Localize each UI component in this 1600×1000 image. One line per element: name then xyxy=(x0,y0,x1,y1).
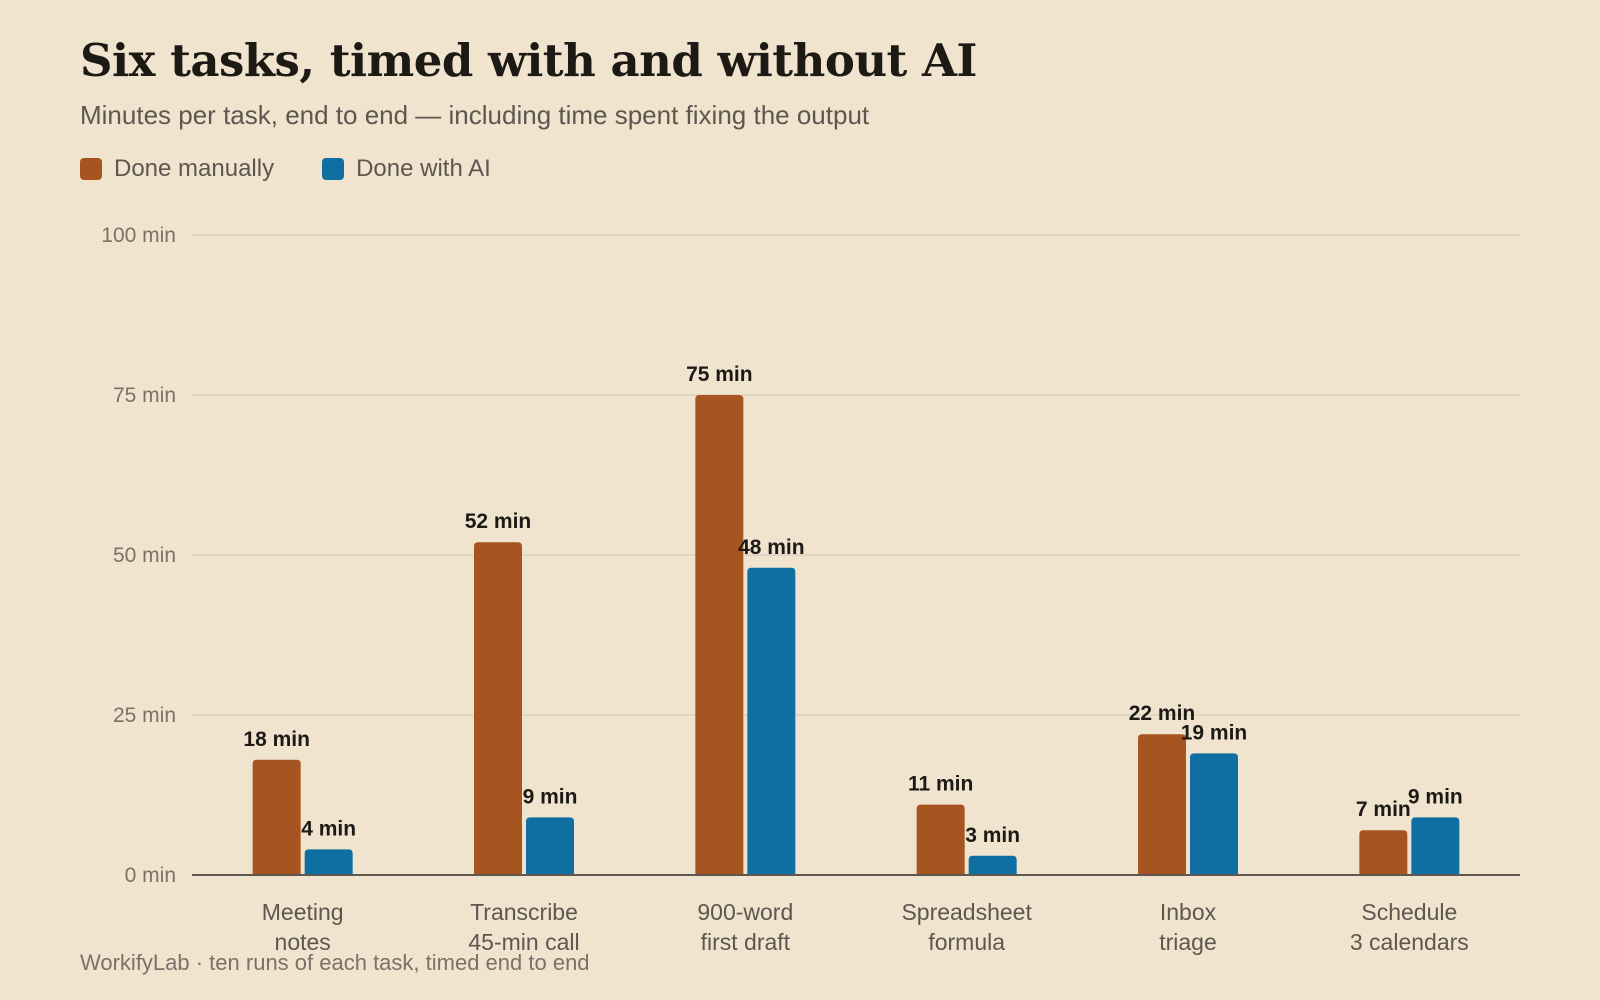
category-label-line: triage xyxy=(1159,929,1217,955)
bar-ai xyxy=(747,567,796,875)
source-note: WorkifyLab · ten runs of each task, time… xyxy=(80,950,590,975)
category-label: Meeting notes xyxy=(262,899,344,955)
y-tick-label: 50 min xyxy=(113,544,176,567)
bar-ai xyxy=(968,855,1017,875)
y-tick-label: 75 min xyxy=(113,384,176,407)
chart-subtitle: Minutes per task, end to end — including… xyxy=(80,100,870,130)
bar-manual xyxy=(474,542,522,875)
category-label-line: Inbox xyxy=(1160,899,1217,925)
data-label-manual: 75 min xyxy=(686,363,753,386)
data-label-manual: 52 min xyxy=(465,510,532,533)
data-label-ai: 48 min xyxy=(738,536,805,559)
data-label-manual: 18 min xyxy=(243,728,310,751)
legend-item-ai: Done with AI xyxy=(322,155,491,183)
y-tick-label: 0 min xyxy=(125,864,176,887)
data-label-manual: 11 min xyxy=(908,773,973,796)
category-label: Inbox triage xyxy=(1159,899,1217,955)
y-tick-label: 100 min xyxy=(101,224,176,247)
data-label-ai: 4 min xyxy=(301,817,356,840)
bar-ai xyxy=(1190,753,1238,875)
data-label-manual: 7 min xyxy=(1356,798,1411,821)
category-label-line: 900-word xyxy=(697,899,793,925)
category-label-line: Schedule xyxy=(1361,899,1457,925)
bar-ai xyxy=(1411,817,1460,875)
category-label-line: 45-min call xyxy=(468,929,579,955)
bar-manual xyxy=(252,759,301,875)
data-label-ai: 9 min xyxy=(1408,785,1463,808)
bar-manual xyxy=(916,804,965,875)
data-label-manual: 22 min xyxy=(1129,702,1196,725)
category-label-line: Transcribe xyxy=(470,899,578,925)
category-label-line: notes xyxy=(275,929,331,955)
category-label: 900-word first draft xyxy=(697,899,793,955)
category-label: Schedule 3 calendars xyxy=(1350,899,1469,955)
legend-item-manual: Done manually xyxy=(80,155,274,183)
category-label-line: formula xyxy=(928,929,1005,955)
legend-label-ai: Done with AI xyxy=(356,155,491,182)
category-label-line: Meeting xyxy=(262,899,344,925)
bar-ai xyxy=(526,817,574,875)
legend-swatch-ai xyxy=(322,158,345,180)
data-label-ai: 9 min xyxy=(523,785,578,808)
y-tick-label: 25 min xyxy=(113,704,176,727)
category-label-line: Spreadsheet xyxy=(901,899,1032,925)
bar-ai xyxy=(304,849,353,875)
legend-swatch-manual xyxy=(80,158,102,180)
category-label: Transcribe 45-min call xyxy=(468,899,579,955)
bar-manual xyxy=(695,395,744,875)
legend-label-manual: Done manually xyxy=(114,155,275,182)
category-label-line: first draft xyxy=(701,929,791,955)
category-label: Spreadsheet formula xyxy=(901,899,1032,955)
data-label-ai: 3 min xyxy=(965,824,1020,847)
legend: Done manually Done with AI xyxy=(80,155,491,183)
bar-manual xyxy=(1138,734,1186,875)
chart-title: Six tasks, timed with and without AI xyxy=(80,34,977,87)
data-label-ai: 19 min xyxy=(1181,721,1248,744)
category-label-line: 3 calendars xyxy=(1350,929,1469,955)
bar-manual xyxy=(1359,830,1408,875)
